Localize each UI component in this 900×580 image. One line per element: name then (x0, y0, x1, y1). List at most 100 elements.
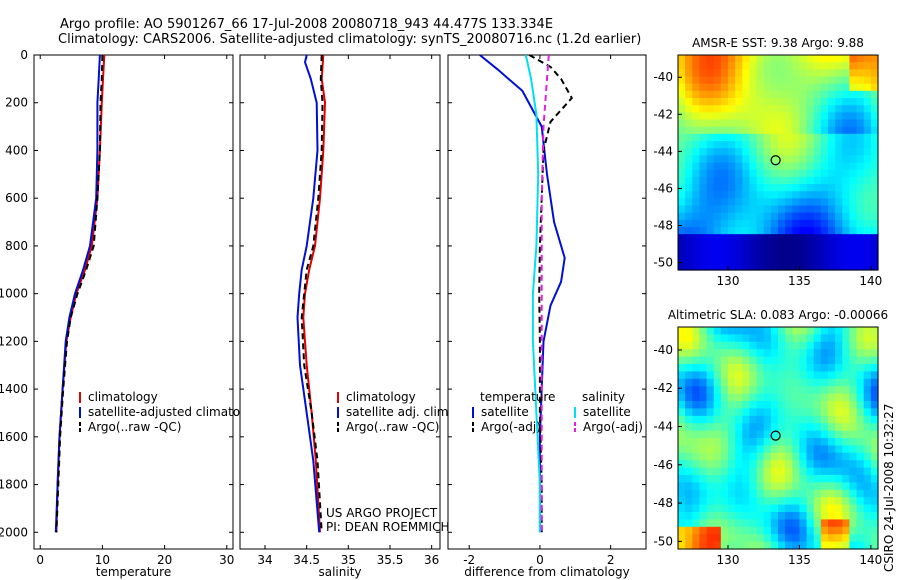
sst_map-cell (692, 55, 701, 63)
sst_map-cell (785, 83, 793, 92)
sst_map-cell (856, 126, 865, 135)
sla_map-cell (849, 393, 858, 402)
sla_map-cell (785, 445, 793, 454)
sst_map-cell (806, 90, 815, 99)
temperature-series-2 (55, 55, 104, 533)
sla_map-cell (678, 534, 686, 543)
sst_map-cell (699, 191, 708, 199)
sst_map-cell (685, 262, 693, 271)
sst_map-title: AMSR-E SST: 9.38 Argo: 9.88 (692, 36, 864, 50)
sla_map-cell (678, 430, 686, 439)
sla_map-cell (842, 452, 851, 461)
sst_map-cell (835, 205, 843, 214)
sla_map-cell (692, 371, 701, 380)
sla_map-cell (692, 327, 701, 335)
sla_map-cell (699, 423, 708, 432)
sla_map-cell (785, 408, 793, 417)
sst_map-cell (842, 198, 851, 207)
sst_map-cell (835, 98, 843, 106)
sst_map-cell (820, 62, 829, 70)
sst_map-cell (728, 62, 736, 70)
sla_map-cell (756, 519, 765, 528)
sst_map-cell (849, 205, 858, 214)
sst_map-cell (863, 133, 872, 142)
sst_map-cell (870, 248, 879, 257)
sst_map-cell (742, 184, 751, 192)
sst_map-cell (842, 98, 851, 106)
sst_map-cell (749, 219, 758, 228)
sla_map-cell (849, 327, 858, 335)
sst_map-cell (785, 227, 793, 235)
sla_map-cell (820, 430, 829, 439)
sst_map-cell (770, 227, 779, 235)
sla_map-cell (778, 475, 786, 483)
sst_map-cell (685, 98, 693, 106)
sla_map-cell (699, 327, 708, 335)
sst_map-cell (692, 155, 701, 164)
sst_map-cell (806, 141, 815, 149)
temperature-ytick-label: 600 (5, 191, 28, 205)
sst_map-cell (870, 76, 879, 85)
sla_map-cell (835, 364, 843, 372)
sst_map-cell (749, 112, 758, 121)
sla_map-cell (785, 334, 793, 343)
sst_map-cell (778, 119, 786, 128)
sst_map-cell (792, 184, 801, 192)
sst_map-cell (849, 219, 858, 228)
sla_map-cell (749, 445, 758, 454)
sst_map-cell (842, 169, 851, 178)
sst_map-cell (763, 162, 772, 171)
header-line1: Argo profile: AO 5901267_66 17-Jul-2008 … (60, 17, 553, 32)
sst_map-cell (692, 105, 701, 113)
sla_map-cell (849, 423, 858, 432)
sst_map-cell (706, 133, 715, 142)
sst_map-cell (778, 98, 786, 106)
sst_map-cell (813, 162, 822, 171)
sst_map-cell (735, 212, 743, 221)
sla_map-cell (792, 408, 801, 417)
sla_map-cell (849, 371, 858, 380)
sst_map-cell (849, 198, 858, 207)
difference-legend-label: satellite (481, 405, 529, 419)
sst_map-cell (685, 219, 693, 228)
sla_map-cell (770, 452, 779, 461)
sla_map-cell (763, 512, 772, 520)
sla_map-cell (813, 364, 822, 372)
sla_map-cell (813, 378, 822, 387)
sst_map-cell (713, 241, 722, 250)
sla_map-cell (828, 526, 836, 535)
sst_map-cell (720, 162, 729, 171)
sst_map-cell (863, 119, 872, 128)
sla_map-cell (706, 460, 715, 469)
sst_map-cell (763, 205, 772, 214)
sst_map-cell (735, 205, 743, 214)
sst_map-cell (806, 248, 815, 257)
sla_map-cell (692, 526, 701, 535)
sla_map-xtick-label: 135 (788, 553, 811, 567)
sst_map-cell (749, 141, 758, 149)
sla_map-cell (856, 393, 865, 402)
sla_map-cell (749, 386, 758, 395)
sst_map-cell (870, 227, 879, 235)
temperature-xlabel: temperature (96, 565, 171, 579)
sla_map-cell (742, 504, 751, 513)
sla_map-cell (720, 504, 729, 513)
sla_map-cell (870, 386, 879, 395)
sst_map-cell (806, 205, 815, 214)
sst_map-cell (813, 169, 822, 178)
sst_map-cell (849, 176, 858, 185)
sla_map-cell (785, 475, 793, 483)
sla_map-cell (813, 489, 822, 498)
sla_map-cell (685, 475, 693, 483)
sla_map-cell (706, 475, 715, 483)
sla_map-cell (685, 460, 693, 469)
sst_map-cell (785, 76, 793, 85)
sla_map-cell (849, 460, 858, 469)
sla_map-cell (706, 519, 715, 528)
sst_map-cell (778, 148, 786, 156)
sst_map-cell (863, 62, 872, 70)
sla_map-cell (735, 534, 743, 543)
sla_map-cell (763, 371, 772, 380)
sst_map-cell (720, 234, 729, 242)
